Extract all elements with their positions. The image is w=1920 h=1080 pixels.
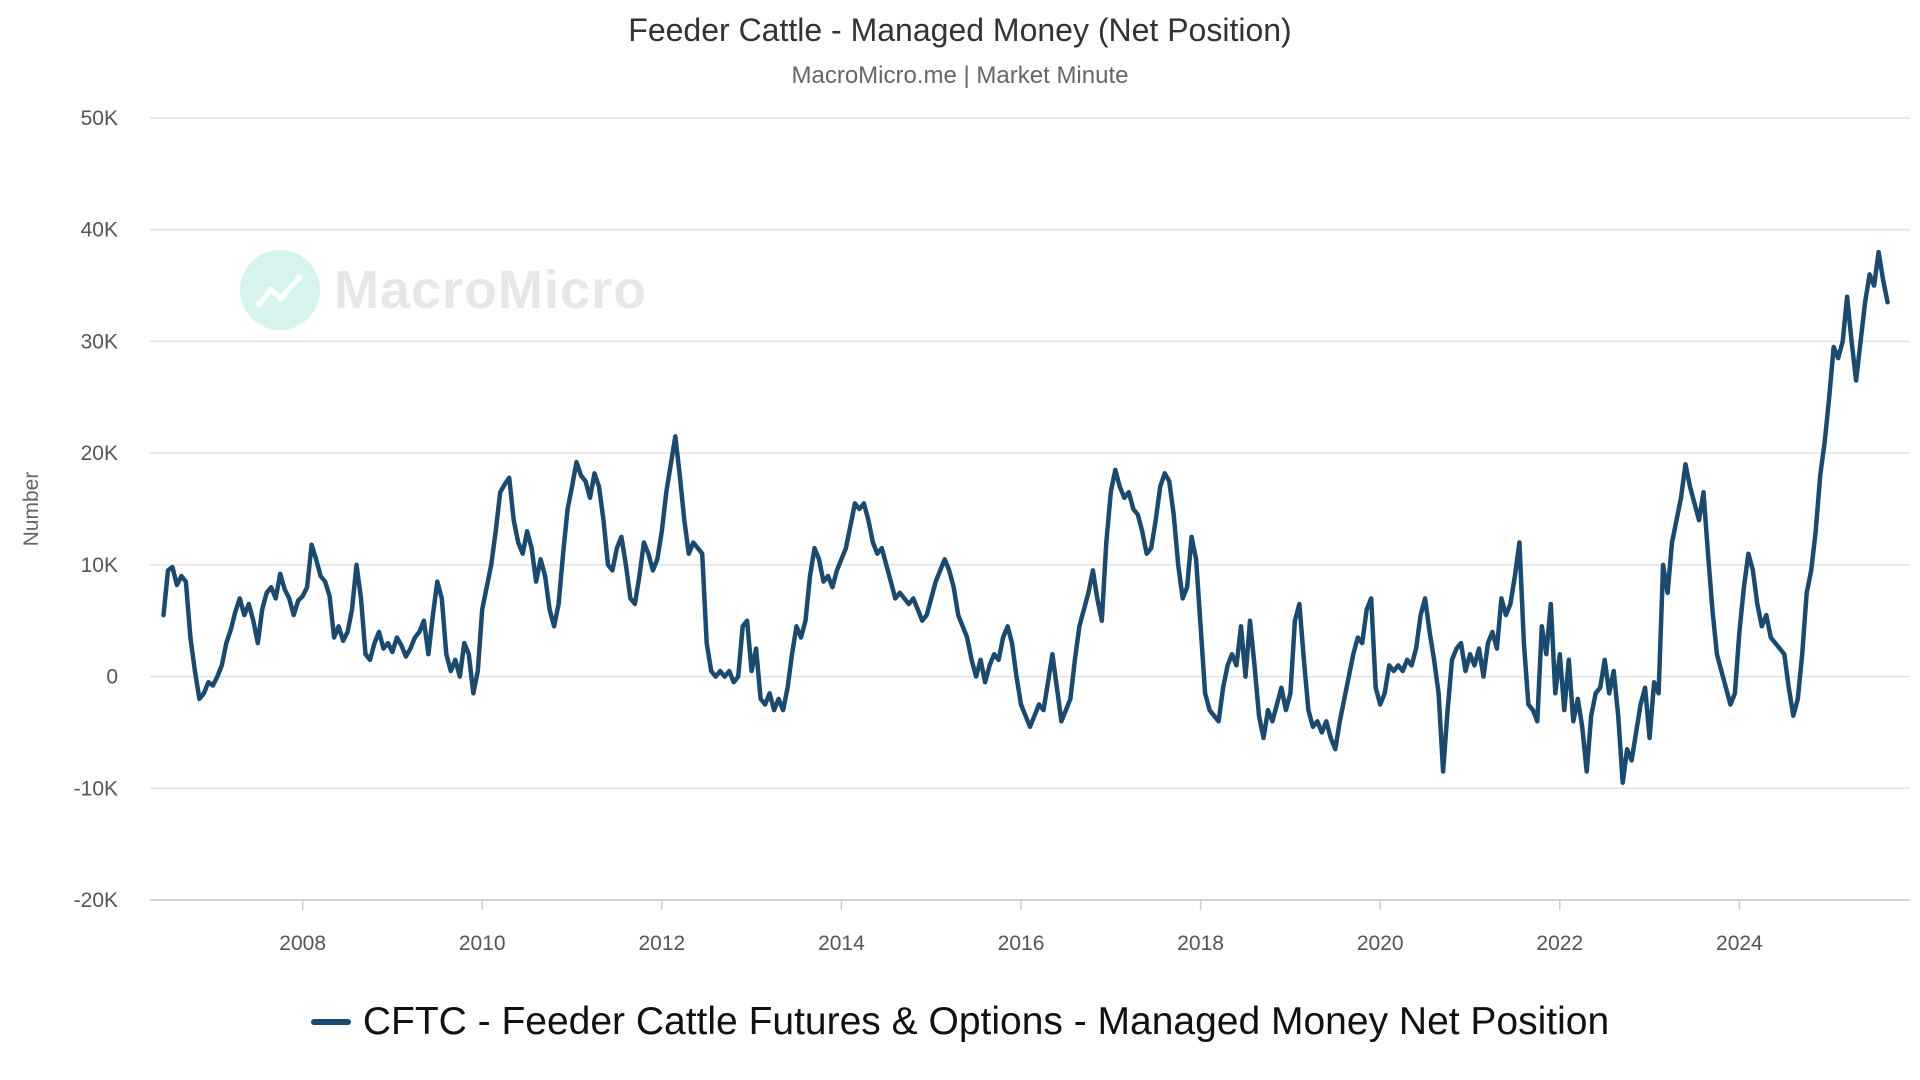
x-tick-label: 2012 [638, 932, 685, 955]
chart-subtitle: MacroMicro.me | Market Minute [791, 62, 1129, 89]
y-tick-label: 50K [81, 107, 118, 130]
y-tick-label: -10K [74, 777, 118, 800]
x-tick-label: 2014 [818, 932, 865, 955]
x-tick-label: 2010 [459, 932, 506, 955]
y-tick-label: 0 [106, 666, 118, 689]
y-axis-label: Number [20, 472, 43, 547]
y-tick-label: 30K [81, 330, 118, 353]
x-tick-label: 2016 [998, 932, 1045, 955]
x-tick-label: 2020 [1357, 932, 1404, 955]
chart-title: Feeder Cattle - Managed Money (Net Posit… [628, 12, 1292, 48]
y-tick-label: 40K [81, 219, 118, 242]
watermark-text: MacroMicro [334, 260, 648, 320]
legend-swatch [310, 1019, 351, 1025]
x-axis-ticks: 2008 2010 2012 2014 2016 2018 2020 2022 2024 [279, 900, 1763, 955]
y-tick-label: 20K [81, 442, 118, 465]
legend-label: CFTC - Feeder Cattle Futures & Options -… [362, 1000, 1610, 1043]
series-line[interactable] [161, 249, 1890, 785]
x-tick-label: 2018 [1177, 932, 1224, 955]
x-tick-label: 2022 [1536, 932, 1583, 955]
x-tick-label: 2008 [279, 932, 326, 955]
legend[interactable]: CFTC - Feeder Cattle Futures & Options -… [0, 1000, 1920, 1044]
x-tick-label: 2024 [1716, 932, 1763, 955]
y-tick-label: -20K [74, 889, 118, 912]
gridlines [150, 117, 1910, 901]
y-tick-label: 10K [81, 554, 118, 577]
watermark: MacroMicro [240, 250, 647, 330]
chart-trend-icon [240, 250, 320, 330]
y-axis-ticks: -20K -10K 0 10K 20K 30K 40K 50K [74, 107, 118, 912]
